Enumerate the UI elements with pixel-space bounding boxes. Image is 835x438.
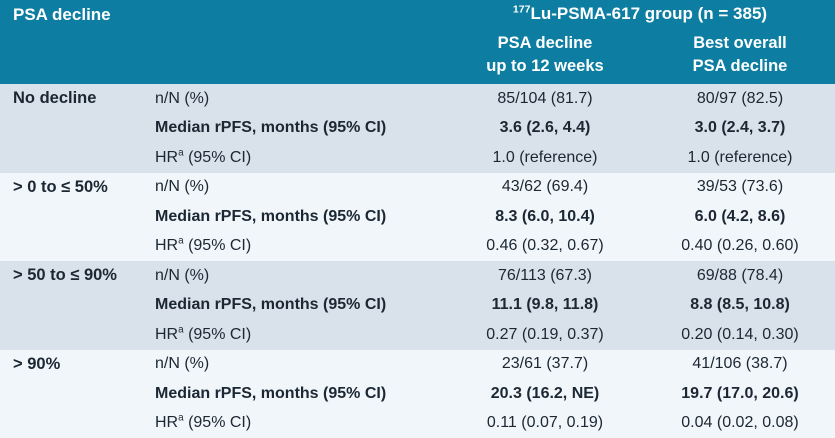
metric-rpfs-label: Median rPFS, months (95% CI) (155, 384, 387, 402)
value-psa12wk: 20.3 (16.2, NE) (490, 384, 600, 402)
metric-hr-label: HRa (95% CI) (155, 412, 252, 432)
value-best-overall: 41/106 (38.7) (692, 355, 788, 373)
metric-rpfs-label: Median rPFS, months (95% CI) (155, 296, 387, 314)
metric-nn-label: n/N (%) (155, 266, 210, 284)
group-50-to-90: > 50 to ≤ 90% n/N (%) 76/113 (67.3) 69/8… (0, 261, 835, 350)
metric-rpfs-label: Median rPFS, months (95% CI) (155, 119, 387, 137)
metric-rpfs-label: Median rPFS, months (95% CI) (155, 207, 387, 225)
value-best-overall: 0.04 (0.02, 0.08) (681, 414, 799, 432)
group-label: > 90% (13, 354, 61, 373)
value-best-overall: 19.7 (17.0, 20.6) (681, 384, 799, 402)
group-label: > 0 to ≤ 50% (13, 177, 108, 196)
group-no-decline: No decline n/N (%) 85/104 (81.7) 80/97 (… (0, 84, 835, 173)
metric-hr-label: HRa (95% CI) (155, 235, 252, 255)
table-row: HRa (95% CI) 0.46 (0.32, 0.67) 0.40 (0.2… (0, 232, 835, 262)
group-label: No decline (13, 89, 97, 108)
table-row: > 50 to ≤ 90% n/N (%) 76/113 (67.3) 69/8… (0, 261, 835, 291)
metric-nn-label: n/N (%) (155, 355, 210, 373)
header-col-psa-decline-12wk: PSA decline up to 12 weeks (445, 32, 645, 78)
value-psa12wk: 3.6 (2.6, 4.4) (499, 119, 591, 137)
value-best-overall: 8.8 (8.5, 10.8) (690, 296, 790, 314)
table-row: Median rPFS, months (95% CI) 3.6 (2.6, 4… (0, 114, 835, 144)
table-row: HRa (95% CI) 0.27 (0.19, 0.37) 0.20 (0.1… (0, 320, 835, 350)
header-group-title-text: Lu-PSMA-617 group (n = 385) (530, 4, 768, 23)
value-best-overall: 80/97 (82.5) (696, 89, 784, 107)
table-row: HRa (95% CI) 1.0 (reference) 1.0 (refere… (0, 143, 835, 173)
value-psa12wk: 1.0 (reference) (492, 148, 598, 166)
table-row: Median rPFS, months (95% CI) 8.3 (6.0, 1… (0, 202, 835, 232)
value-psa12wk: 11.1 (9.8, 11.8) (491, 296, 599, 314)
value-psa12wk: 43/62 (69.4) (501, 178, 589, 196)
value-psa12wk: 76/113 (67.3) (498, 266, 592, 284)
header-col4-line2: PSA decline (692, 57, 788, 75)
header-isotope-superscript: 177 (512, 3, 531, 16)
header-col4-line1: Best overall (693, 34, 787, 52)
value-best-overall: 0.40 (0.26, 0.60) (681, 237, 799, 255)
header-psa-decline-label: PSA decline (13, 5, 111, 24)
group-0-to-50: > 0 to ≤ 50% n/N (%) 43/62 (69.4) 39/53 … (0, 172, 835, 262)
header-col3-line1: PSA decline (497, 34, 593, 52)
metric-nn-label: n/N (%) (155, 89, 210, 107)
header-col3-line2: up to 12 weeks (486, 57, 604, 75)
group-label: > 50 to ≤ 90% (13, 266, 117, 285)
value-best-overall: 6.0 (4.2, 8.6) (694, 207, 786, 225)
table-row: > 0 to ≤ 50% n/N (%) 43/62 (69.4) 39/53 … (0, 173, 835, 203)
value-psa12wk: 8.3 (6.0, 10.4) (495, 207, 595, 225)
value-best-overall: 1.0 (reference) (687, 148, 793, 166)
value-best-overall: 69/88 (78.4) (696, 266, 784, 284)
value-psa12wk: 0.27 (0.19, 0.37) (486, 325, 604, 343)
header-group-title: 177Lu-PSMA-617 group (n = 385) (445, 4, 835, 24)
metric-hr-label: HRa (95% CI) (155, 324, 252, 343)
table-row: Median rPFS, months (95% CI) 11.1 (9.8, … (0, 291, 835, 321)
value-psa12wk: 85/104 (81.7) (497, 89, 593, 107)
table-row: > 90% n/N (%) 23/61 (37.7) 41/106 (38.7) (0, 350, 835, 380)
metric-hr-label: HRa (95% CI) (155, 147, 252, 166)
value-best-overall: 0.20 (0.14, 0.30) (681, 325, 799, 343)
header-col-best-overall: Best overall PSA decline (645, 32, 835, 78)
value-psa12wk: 23/61 (37.7) (501, 355, 589, 373)
value-psa12wk: 0.11 (0.07, 0.19) (486, 414, 604, 432)
value-best-overall: 39/53 (73.6) (696, 178, 784, 196)
table-row: No decline n/N (%) 85/104 (81.7) 80/97 (… (0, 84, 835, 114)
table-row: Median rPFS, months (95% CI) 20.3 (16.2,… (0, 379, 835, 409)
value-best-overall: 3.0 (2.4, 3.7) (694, 119, 786, 137)
table-header: PSA decline 177Lu-PSMA-617 group (n = 38… (0, 0, 835, 84)
table-row: HRa (95% CI) 0.11 (0.07, 0.19) 0.04 (0.0… (0, 409, 835, 438)
group-over-90: > 90% n/N (%) 23/61 (37.7) 41/106 (38.7)… (0, 349, 835, 438)
value-psa12wk: 0.46 (0.32, 0.67) (486, 237, 604, 255)
metric-nn-label: n/N (%) (155, 178, 210, 196)
